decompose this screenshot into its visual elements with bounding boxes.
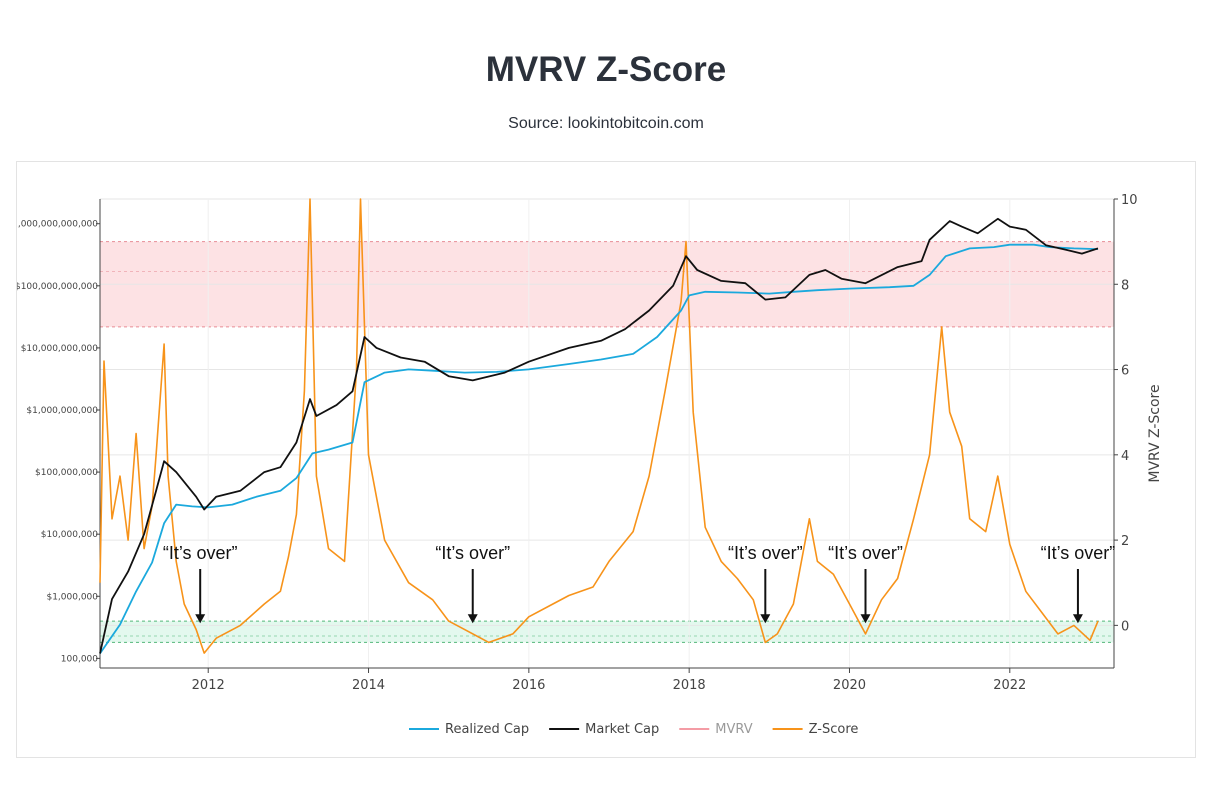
chart-subtitle: Source: lookintobitcoin.com bbox=[508, 115, 704, 132]
series-line-z-score bbox=[99, 198, 1099, 654]
y-right-tick-label: 8 bbox=[1121, 278, 1129, 293]
series-line-market-cap bbox=[99, 217, 1099, 654]
legend-label: Market Cap bbox=[585, 722, 659, 737]
annotation-arrow-head bbox=[195, 614, 206, 624]
y-right-tick-label: 4 bbox=[1121, 449, 1129, 464]
y-left-tick-label: $100,000,000 bbox=[35, 468, 98, 478]
y-right-axis-title: MVRV Z-Score bbox=[1147, 384, 1163, 482]
y-right-tick-label: 6 bbox=[1121, 364, 1129, 379]
y-left-tick-label: $1,000,000,000 bbox=[26, 406, 98, 416]
chart-frame: 100,000 $1,000,000 $10,000,000 $100,000,000… bbox=[16, 161, 1196, 758]
annotations: “It’s over” “It’s over” “It’s over” “It’s o… bbox=[163, 543, 1116, 624]
x-tick-label: 2018 bbox=[673, 678, 706, 693]
annotation-arrow-head bbox=[467, 614, 478, 624]
band-bottom bbox=[100, 621, 1114, 643]
y-right-tick-label: 10 bbox=[1121, 193, 1138, 208]
x-tick-label: 2022 bbox=[993, 678, 1026, 693]
legend-label: Realized Cap bbox=[445, 722, 529, 737]
axes: 100,000 $1,000,000 $10,000,000 $100,000,000… bbox=[17, 193, 1163, 693]
y-right-tick-label: 0 bbox=[1121, 619, 1129, 634]
x-tick-label: 2014 bbox=[352, 678, 385, 693]
y-right-tick-label: 2 bbox=[1121, 534, 1129, 549]
legend-label: MVRV bbox=[715, 722, 752, 737]
legend: Realized Cap Market Cap MVRV Z-Score bbox=[409, 722, 858, 737]
series-lines bbox=[99, 198, 1099, 655]
legend-label: Z-Score bbox=[809, 722, 859, 737]
gridlines bbox=[100, 198, 1114, 668]
annotation-label: “It’s over” bbox=[1041, 543, 1116, 563]
annotation-label: “It’s over” bbox=[163, 543, 238, 563]
annotation-arrow-head bbox=[760, 614, 771, 624]
annotation-arrow-head bbox=[1072, 614, 1083, 624]
annotation-label: “It’s over” bbox=[828, 543, 903, 563]
x-tick-label: 2020 bbox=[833, 678, 866, 693]
y-left-tick-label: $100,000,000,000 bbox=[17, 282, 98, 292]
series-line-realized-cap bbox=[99, 243, 1099, 655]
annotation-label: “It’s over” bbox=[728, 543, 803, 563]
x-tick-label: 2016 bbox=[512, 678, 545, 693]
zone-bands bbox=[100, 241, 1114, 643]
x-tick-label: 2012 bbox=[192, 678, 225, 693]
annotation-label: “It’s over” bbox=[435, 543, 510, 563]
chart-title: MVRV Z-Score bbox=[485, 50, 727, 89]
y-left-tick-label: 1,000,000,000,000 bbox=[17, 220, 98, 230]
mvrv-chart: 100,000 $1,000,000 $10,000,000 $100,000,000… bbox=[17, 193, 1163, 737]
y-left-tick-label: $10,000,000 bbox=[41, 530, 99, 540]
y-left-tick-label: $10,000,000,000 bbox=[21, 344, 99, 354]
y-left-tick-label: 100,000 bbox=[61, 654, 98, 664]
annotation-arrow-head bbox=[860, 614, 871, 624]
y-left-tick-label: $1,000,000 bbox=[46, 592, 98, 602]
